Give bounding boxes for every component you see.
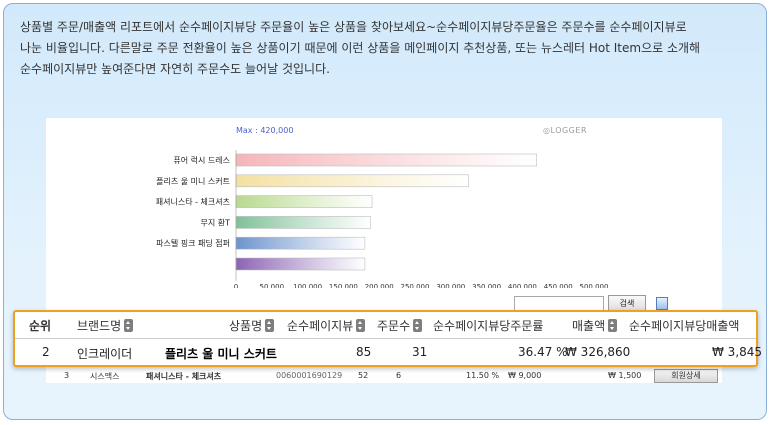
- sort-icon[interactable]: [265, 319, 275, 332]
- category-label: 패셔니스타 - 체크셔츠: [156, 197, 230, 207]
- row-sales: ₩ 9,000: [508, 371, 542, 380]
- row-brand: 인크레이더: [77, 347, 133, 361]
- bar-0: [235, 153, 538, 167]
- row-order-rate: 11.50 %: [466, 371, 500, 380]
- description-text: 상품별 주문/매출액 리포트에서 순수페이지뷰당 주문율이 높은 상품을 찾아보…: [20, 17, 760, 80]
- table-row: 3 시스맥스 패셔니스타 - 체크셔츠 0060001690129 52 6 1…: [46, 368, 722, 383]
- bar-5: [235, 257, 366, 271]
- x-tick-label: 100,000: [293, 283, 322, 288]
- category-label: 플리츠 울 미니 스커트: [156, 176, 230, 186]
- header-pageviews-label: 순수페이지뷰: [287, 319, 354, 333]
- row-sales-per-pv: ₩ 3,845: [712, 345, 763, 359]
- header-rank: 순위: [29, 319, 52, 333]
- header-brand[interactable]: 브랜드명: [77, 317, 134, 334]
- row-brand: 시스맥스: [90, 372, 120, 381]
- highlighted-table-callout: 순위 브랜드명 상품명 순수페이지뷰 주문수 순수페이지뷰당주문률 매출액 순수…: [13, 310, 762, 367]
- x-tick-label: 200,000: [365, 283, 394, 288]
- header-divider: [15, 338, 756, 339]
- x-tick-label: 0: [234, 283, 238, 288]
- sort-icon[interactable]: [124, 319, 134, 332]
- logger-logo: ◎LOGGER: [543, 126, 587, 135]
- row-sales: ₩ 326,860: [565, 345, 631, 359]
- row-orders: 31: [412, 345, 428, 359]
- row-product-code: 0060001690129: [276, 371, 343, 380]
- header-brand-label: 브랜드명: [77, 319, 122, 333]
- chart-max-label: Max : 420,000: [236, 126, 294, 135]
- header-sales-per-pv: 순수페이지뷰당매출액: [629, 319, 740, 333]
- category-label: 퓨어 럭시 드레스: [173, 155, 230, 165]
- row-rank: 3: [64, 371, 70, 380]
- bar-1: [235, 174, 469, 188]
- bar-4: [235, 236, 366, 250]
- logger-logo-icon: ◎: [543, 126, 551, 135]
- bar-3: [235, 216, 371, 229]
- bar-2: [235, 195, 373, 208]
- x-tick-label: 500,000: [580, 283, 609, 288]
- excel-download-icon[interactable]: [656, 297, 668, 310]
- table-row: 2 인크레이더 플리츠 울 미니 스커트 85 31 36.47 % ₩ 326…: [15, 339, 762, 365]
- header-sales[interactable]: 매출액: [572, 317, 618, 334]
- category-label: 파스텔 핑크 패딩 점퍼: [156, 238, 230, 248]
- header-orders-label: 주문수: [377, 319, 411, 333]
- x-tick-label: 150,000: [329, 283, 358, 288]
- x-tick-label: 450,000: [544, 283, 573, 288]
- category-label: 무지 환T: [200, 217, 230, 227]
- x-tick-label: 250,000: [401, 283, 430, 288]
- row-product[interactable]: 플리츠 울 미니 스커트: [165, 347, 277, 361]
- row-order-rate: 36.47 %: [518, 345, 568, 359]
- description-line-2: 나눈 비율입니다. 다른말로 주문 전환율이 높은 상품이기 때문에 이런 상품…: [20, 41, 701, 55]
- header-orders[interactable]: 주문수: [377, 317, 423, 334]
- x-tick-label: 50,000: [260, 283, 285, 288]
- x-tick-label: 350,000: [472, 283, 501, 288]
- row-product[interactable]: 패셔니스타 - 체크셔츠: [146, 372, 222, 381]
- header-order-rate-label: 순수페이지뷰당주문률: [433, 319, 544, 333]
- logger-logo-text: LOGGER: [550, 126, 587, 135]
- header-product-label: 상품명: [229, 319, 263, 333]
- row-orders: 6: [396, 371, 402, 380]
- member-detail-button[interactable]: 회원상세: [654, 369, 718, 383]
- x-tick-label: 400,000: [508, 283, 537, 288]
- description-line-1: 상품별 주문/매출액 리포트에서 순수페이지뷰당 주문율이 높은 상품을 찾아보…: [20, 20, 687, 34]
- sort-icon[interactable]: [356, 319, 366, 332]
- header-sales-label: 매출액: [572, 319, 606, 333]
- row-pageviews: 85: [356, 345, 372, 359]
- sort-icon[interactable]: [608, 319, 618, 332]
- row-sales-per-pv: ₩ 1,500: [608, 371, 642, 380]
- header-product[interactable]: 상품명: [229, 317, 275, 334]
- header-order-rate: 순수페이지뷰당주문률: [433, 317, 543, 334]
- row-rank: 2: [42, 345, 50, 359]
- header-pageviews[interactable]: 순수페이지뷰: [287, 317, 366, 334]
- row-pageviews: 52: [358, 371, 369, 380]
- x-tick-label: 300,000: [436, 283, 465, 288]
- description-line-3: 순수페이지뷰만 높여준다면 자연히 주문수도 늘어날 것입니다.: [20, 62, 330, 76]
- sort-icon[interactable]: [413, 319, 423, 332]
- table-header: 순위 브랜드명 상품명 순수페이지뷰 주문수 순수페이지뷰당주문률 매출액 순수…: [15, 312, 756, 337]
